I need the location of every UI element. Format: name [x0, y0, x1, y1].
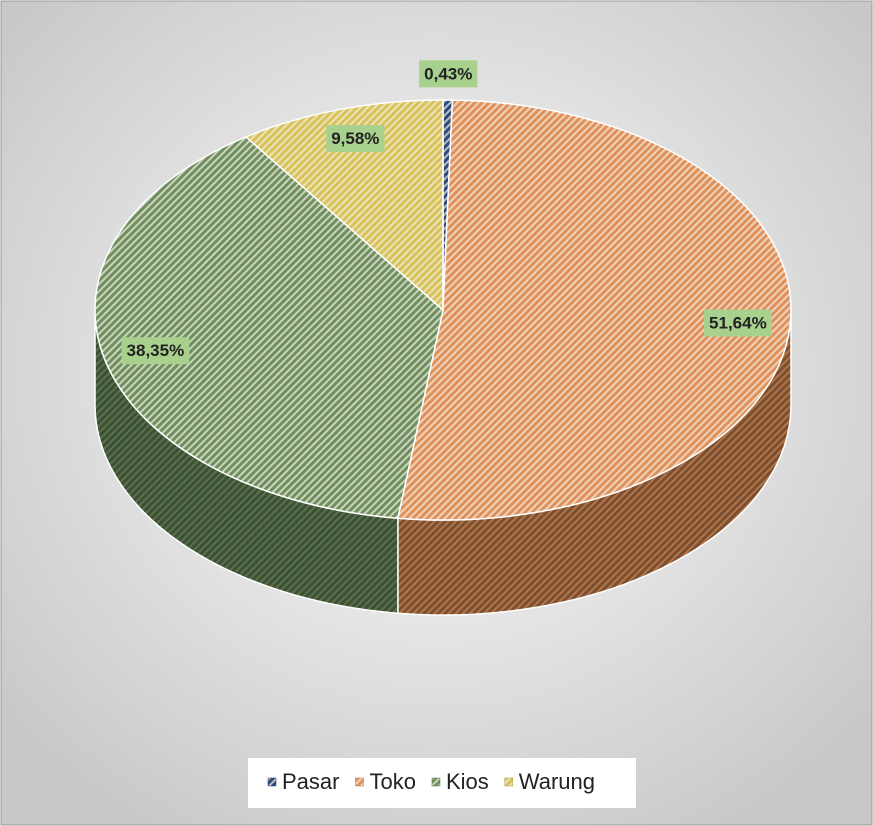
- legend: Pasar Toko Kios Warung: [267, 769, 595, 794]
- legend-marker: [504, 777, 514, 787]
- data-label-box: [326, 125, 385, 153]
- pie: 0,43% 51,64% 38,35% 9,58%: [94, 60, 792, 616]
- data-label-box: [121, 337, 190, 365]
- legend-label: Warung: [519, 769, 595, 794]
- slice: [396, 99, 792, 521]
- slice: [94, 136, 444, 520]
- data-label: 51,64%: [709, 313, 767, 332]
- legend-marker: [431, 777, 441, 787]
- data-label-box: [704, 309, 772, 337]
- data-label: 9,58%: [331, 129, 379, 148]
- legend-marker: [267, 777, 277, 787]
- legend-marker: [355, 777, 364, 787]
- data-label: 38,35%: [127, 341, 185, 360]
- legend-label: Pasar: [282, 769, 339, 794]
- legend-label: Kios: [446, 769, 489, 794]
- data-label: 0,43%: [424, 64, 472, 83]
- legend-box: [248, 758, 636, 808]
- legend-label: Toko: [369, 769, 415, 794]
- slice: [244, 99, 444, 312]
- data-label-box: [419, 60, 478, 88]
